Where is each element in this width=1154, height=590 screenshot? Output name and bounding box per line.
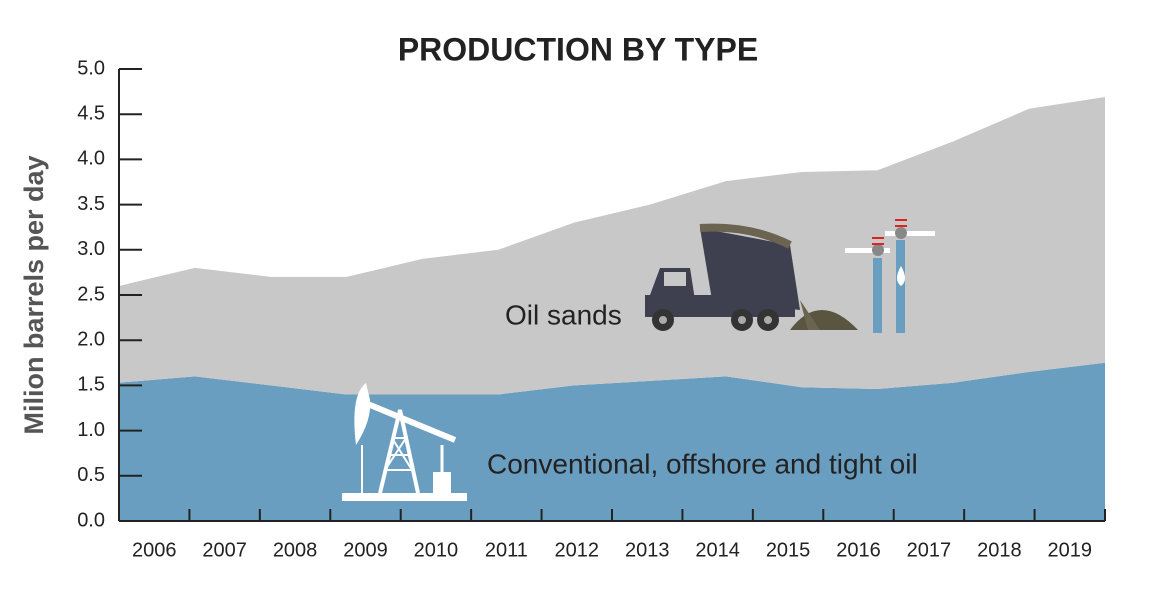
x-tick-label: 2014 xyxy=(695,539,740,561)
y-tick-label: 1.5 xyxy=(77,374,105,396)
pumpjack-icon xyxy=(342,383,467,501)
x-tick-label: 2006 xyxy=(132,539,177,561)
y-tick-label: 2.0 xyxy=(77,328,105,350)
x-tick-label: 2016 xyxy=(836,539,881,561)
x-tick-label: 2018 xyxy=(977,539,1022,561)
x-tick-label: 2007 xyxy=(202,539,247,561)
x-tick-label: 2009 xyxy=(343,539,388,561)
area-label: Oil sands xyxy=(505,299,622,330)
y-tick-label: 3.0 xyxy=(77,238,105,260)
chart-title: PRODUCTION BY TYPE xyxy=(398,31,758,67)
x-tick-label: 2012 xyxy=(555,539,600,561)
y-tick-label: 0.0 xyxy=(77,509,105,531)
y-tick-label: 3.5 xyxy=(77,193,105,215)
y-tick-label: 5.0 xyxy=(77,57,105,79)
truck-icon xyxy=(645,223,858,331)
well-icon xyxy=(845,219,935,333)
area xyxy=(119,97,1105,395)
y-tick-label: 4.0 xyxy=(77,148,105,170)
x-tick-label: 2017 xyxy=(907,539,952,561)
areas: Conventional, offshore and tight oil Oil … xyxy=(119,97,1105,521)
axes: 0.0 0.5 1.0 1.5 2.0 2.5 3.0 3.5 4.0 4.5 5.0 2006 200… xyxy=(77,57,1106,561)
y-tick-label: 4.5 xyxy=(77,102,105,124)
area xyxy=(119,362,1105,521)
area-label: Conventional, offshore and tight oil xyxy=(487,448,918,479)
x-tick-label: 2013 xyxy=(625,539,670,561)
x-tick-label: 2008 xyxy=(273,539,318,561)
x-tick-label: 2011 xyxy=(485,539,528,561)
y-tick-label: 2.5 xyxy=(77,283,105,305)
y-axis-label: Milion barrels per day xyxy=(19,155,49,434)
x-tick-label: 2010 xyxy=(414,539,459,561)
y-tick-label: 0.5 xyxy=(77,464,105,486)
x-tick-label: 2015 xyxy=(766,539,811,561)
y-tick-label: 1.0 xyxy=(77,419,105,441)
x-tick-label: 2019 xyxy=(1048,539,1093,561)
